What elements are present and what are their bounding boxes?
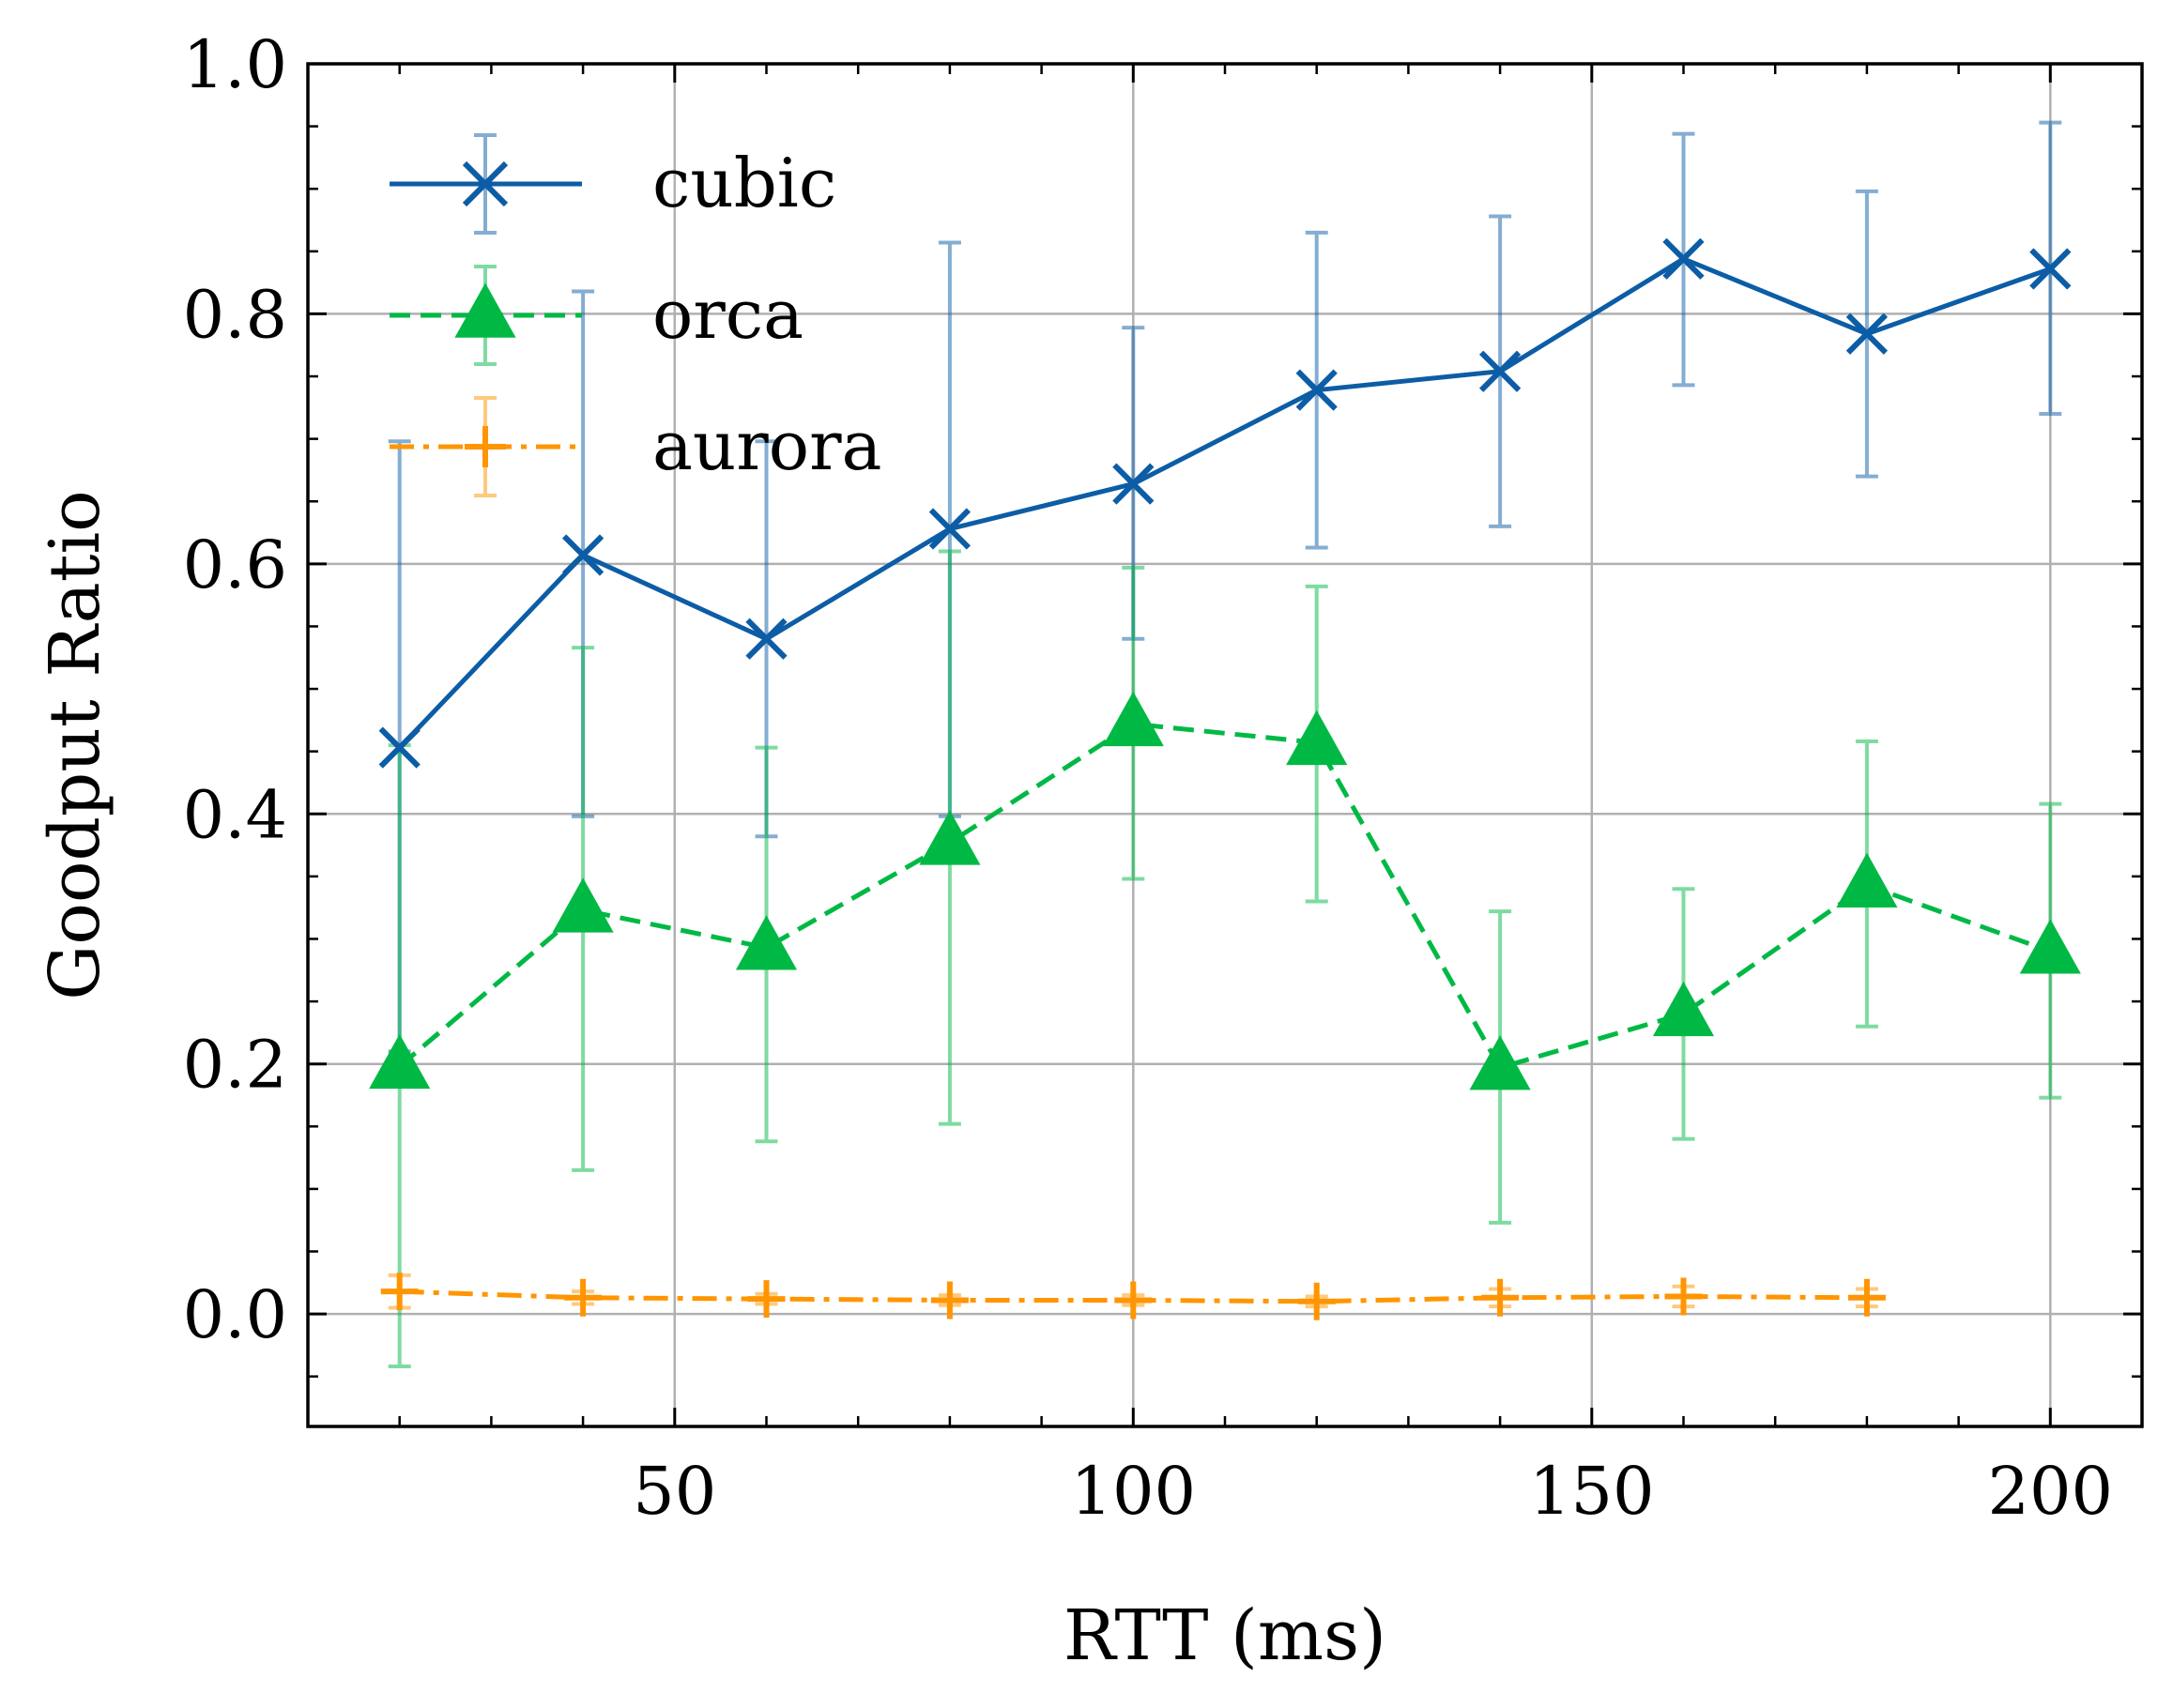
cubic-point <box>1295 369 1338 411</box>
aurora-point <box>1847 1278 1886 1317</box>
cubic-point <box>1845 313 1889 355</box>
aurora-point <box>564 1278 603 1317</box>
orca-point <box>919 810 981 865</box>
x-tick-label: 150 <box>1529 1453 1655 1530</box>
legend-item-cubic: cubic <box>390 133 836 235</box>
legend-item-orca: orca <box>390 265 803 366</box>
legend-item-aurora: aurora <box>390 396 881 497</box>
orca-point <box>1102 691 1164 747</box>
legend-label: orca <box>652 275 803 354</box>
cubic-point <box>928 508 972 550</box>
legend-marker <box>454 282 516 338</box>
aurora-point <box>1481 1278 1520 1317</box>
x-tick-label: 100 <box>1070 1453 1196 1530</box>
y-tick-label: 0.6 <box>183 526 287 603</box>
legend-label: cubic <box>652 144 836 222</box>
orca-point <box>1469 1035 1531 1090</box>
aurora-point <box>747 1280 786 1319</box>
series-markers <box>369 237 2081 1320</box>
aurora-point <box>930 1281 969 1319</box>
orca-point <box>1652 981 1715 1037</box>
x-tick-label: 200 <box>1987 1453 2113 1530</box>
cubic-point <box>1662 237 1705 280</box>
orca-line <box>398 721 2052 1071</box>
cubic-point <box>2029 248 2072 290</box>
aurora-point <box>1664 1277 1703 1316</box>
cubic-point <box>745 618 788 660</box>
cubic-line <box>397 256 2052 750</box>
y-tick-label: 0.4 <box>183 776 287 853</box>
cubic-point <box>1112 463 1155 505</box>
x-axis-label: RTT (ms) <box>1064 1595 1386 1676</box>
cubic-point <box>561 534 604 576</box>
orca-point <box>1836 852 1898 907</box>
legend-marker <box>462 160 509 207</box>
aurora-point <box>380 1273 419 1311</box>
aurora-point <box>1297 1282 1336 1320</box>
orca-point <box>552 877 614 933</box>
y-tick-label: 0.8 <box>183 276 287 353</box>
orca-point <box>2019 919 2081 974</box>
y-axis-label: Goodput Ratio <box>35 490 115 999</box>
y-tick-label: 0.0 <box>183 1276 287 1353</box>
y-tick-label: 1.0 <box>183 26 287 103</box>
legend: cubic orca aurora <box>390 133 881 497</box>
legend-label: aurora <box>652 406 881 485</box>
orca-point <box>369 1033 431 1090</box>
cubic-point <box>1478 350 1522 392</box>
orca-point <box>1286 709 1348 766</box>
ticks <box>308 62 2142 1426</box>
y-tick-label: 0.2 <box>183 1027 287 1104</box>
tick-labels: 50 100 150 200 0.0 0.2 0.4 0.6 0.8 1.0 <box>183 26 2113 1530</box>
x-tick-label: 50 <box>633 1453 716 1530</box>
aurora-point <box>1114 1281 1153 1319</box>
legend-marker <box>465 426 506 467</box>
orca-point <box>735 915 798 970</box>
cubic-point <box>378 726 421 769</box>
grid <box>308 64 2142 1426</box>
